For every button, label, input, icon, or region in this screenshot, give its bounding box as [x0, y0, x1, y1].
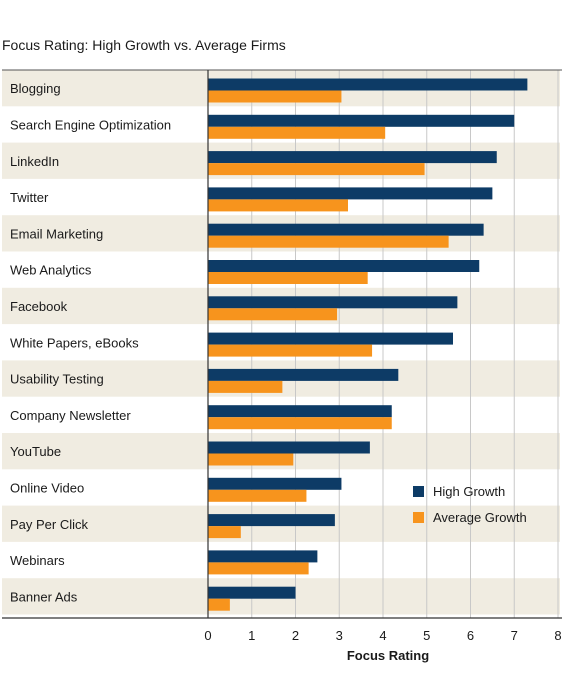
x-tick-label: 8 [554, 628, 561, 643]
bar-average-growth [208, 489, 307, 502]
bar-high-growth [208, 187, 493, 200]
bar-average-growth [208, 526, 241, 539]
bar-high-growth [208, 405, 392, 418]
bar-average-growth [208, 235, 449, 248]
x-tick-label: 0 [204, 628, 211, 643]
legend-swatch-average-growth [413, 512, 424, 523]
category-label: Usability Testing [10, 372, 104, 387]
bar-average-growth [208, 90, 342, 103]
category-label: Banner Ads [10, 589, 78, 604]
bar-high-growth [208, 223, 484, 236]
category-label: Search Engine Optimization [10, 117, 171, 132]
category-label: YouTube [10, 444, 61, 459]
bar-high-growth [208, 514, 335, 527]
category-label: Facebook [10, 299, 68, 314]
legend-swatch-high-growth [413, 486, 424, 497]
bar-average-growth [208, 380, 283, 393]
bar-high-growth [208, 477, 342, 490]
bar-high-growth [208, 441, 370, 454]
legend-label-average-growth: Average Growth [433, 510, 527, 525]
category-label: LinkedIn [10, 154, 59, 169]
bar-average-growth [208, 562, 309, 575]
category-label: Online Video [10, 480, 84, 495]
bar-average-growth [208, 272, 368, 284]
bar-high-growth [208, 296, 458, 309]
category-label: Blogging [10, 81, 61, 96]
category-label: Email Marketing [10, 226, 103, 241]
x-axis-label: Focus Rating [347, 648, 429, 663]
legend-label-high-growth: High Growth [433, 484, 505, 499]
bar-average-growth [208, 344, 373, 357]
bar-average-growth [208, 598, 230, 611]
category-label: Webinars [10, 553, 65, 568]
bar-average-growth [208, 308, 338, 321]
category-label: Twitter [10, 190, 49, 205]
x-tick-label: 4 [379, 628, 386, 643]
bar-high-growth [208, 586, 296, 599]
x-tick-label: 2 [292, 628, 299, 643]
bar-high-growth [208, 114, 515, 127]
bar-high-growth [208, 151, 497, 164]
bar-average-growth [208, 163, 425, 176]
category-label: Web Analytics [10, 263, 92, 278]
x-tick-label: 5 [423, 628, 430, 643]
category-label: White Papers, eBooks [10, 335, 139, 350]
x-tick-label: 6 [467, 628, 474, 643]
bar-high-growth [208, 368, 399, 381]
bar-high-growth [208, 550, 318, 563]
bar-average-growth [208, 126, 386, 139]
x-tick-label: 1 [248, 628, 255, 643]
bar-average-growth [208, 199, 348, 212]
x-tick-label: 7 [511, 628, 518, 643]
bar-average-growth [208, 453, 294, 466]
category-label: Company Newsletter [10, 408, 131, 423]
bar-average-growth [208, 417, 392, 430]
chart-title: Focus Rating: High Growth vs. Average Fi… [2, 37, 286, 53]
bar-high-growth [208, 332, 453, 345]
bar-high-growth [208, 78, 528, 91]
bar-high-growth [208, 260, 480, 272]
category-label: Pay Per Click [10, 517, 89, 532]
x-tick-label: 3 [336, 628, 343, 643]
